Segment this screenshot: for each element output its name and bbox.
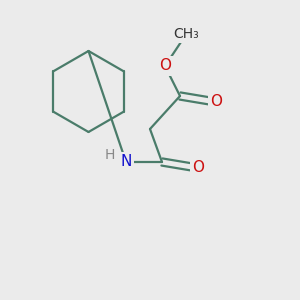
Text: O: O (192, 160, 204, 175)
Text: N: N (120, 154, 132, 169)
Text: O: O (159, 58, 171, 74)
Text: O: O (210, 94, 222, 110)
Text: H: H (104, 148, 115, 162)
Text: CH₃: CH₃ (173, 28, 199, 41)
